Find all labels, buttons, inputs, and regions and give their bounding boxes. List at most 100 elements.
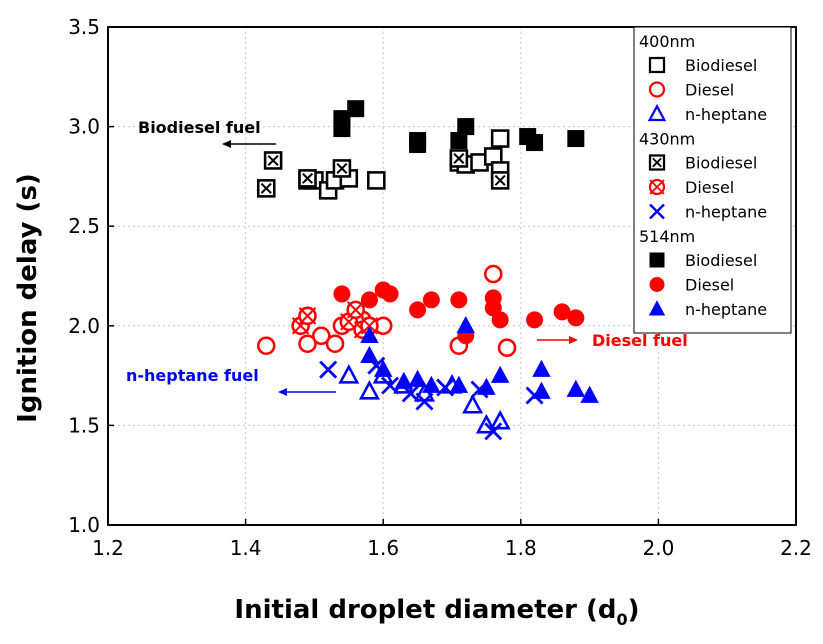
point-400nm-diesel [483,264,503,284]
legend-marker [648,81,666,98]
point-514nm-diesel [381,285,399,303]
legend-entry-label: n-heptane [685,203,767,222]
legend-entry-label: n-heptane [685,105,767,124]
x-tick-label: 1.4 [230,536,262,560]
legend-marker [648,300,666,316]
point-400nm-diesel [497,338,517,357]
annotation-n-heptane: n-heptane fuel [126,366,336,396]
legend: 400nm Biodiesel Diesel n-heptane 430nm Biodie… [633,26,792,334]
point-400nm-n-heptane [489,409,511,430]
annotation-diesel: Diesel fuel [537,331,688,350]
x-tick-label: 2.0 [642,536,674,560]
annotation-diesel-arrowhead [569,336,578,344]
legend-marker [648,154,666,171]
point-430nm-n-heptane [415,392,434,411]
point-514nm-diesel [409,301,427,319]
point-514nm-n-heptane [490,365,510,383]
point-400nm-diesel [256,336,276,356]
legend-marker [649,203,665,220]
point-400nm-diesel [325,334,345,354]
legend-group-title: 400nm [639,32,695,51]
x-axis-label: Initial droplet diameter (d0) [234,595,639,629]
point-514nm-n-heptane [449,375,469,393]
y-tick-label: 2.5 [68,214,100,238]
annotation-diesel-label: Diesel fuel [592,331,688,350]
point-400nm-diesel [311,326,331,346]
legend-entry-label: Biodiesel [685,56,757,75]
x-tick-label: 1.6 [367,536,399,560]
x-tick-label: 1.8 [505,536,537,560]
point-514nm-n-heptane [477,377,496,395]
legend-marker [648,178,666,196]
point-430nm-n-heptane [484,422,503,441]
point-400nm-biodiesel [367,171,386,190]
legend-marker [648,56,666,74]
y-tick-label: 2.0 [68,314,100,338]
data-points [256,100,599,441]
point-400nm-n-heptane [358,380,380,400]
point-430nm-n-heptane [436,378,455,397]
annotation-biodiesel-label: Biodiesel fuel [138,118,261,137]
point-430nm-biodiesel [449,149,469,168]
point-514nm-biodiesel [567,130,585,148]
legend-entry-label: n-heptane [685,300,767,319]
point-514nm-n-heptane [532,359,551,377]
point-430nm-biodiesel [332,159,352,178]
point-514nm-n-heptane [580,385,599,403]
legend-entry-label: Diesel [685,276,734,295]
point-514nm-biodiesel [409,136,427,154]
y-tick-label: 3.5 [68,15,100,39]
annotation-biodiesel: Biodiesel fuel [138,118,276,148]
x-axis-label-subscript: 0 [617,610,628,629]
annotation-n-heptane-label: n-heptane fuel [126,366,259,385]
point-514nm-diesel [450,291,468,309]
point-514nm-n-heptane [408,369,427,387]
legend-entry-label: Biodiesel [685,154,757,173]
point-400nm-biodiesel [490,129,510,148]
legend-group-title: 430nm [639,130,695,149]
plot-frame [107,26,797,526]
y-axis-label: Ignition delay (s) [13,173,43,423]
point-400nm-n-heptane [462,393,484,414]
point-514nm-diesel [526,311,544,329]
legend-entry-label: Biodiesel [685,251,757,270]
point-514nm-n-heptane [394,371,414,389]
point-514nm-biodiesel [333,120,351,138]
x-tick-label: 1.2 [92,536,124,560]
y-tick-label: 1.0 [68,513,100,537]
point-514nm-n-heptane [456,315,475,334]
legend-entry-label: Diesel [685,81,734,100]
legend-group-title: 514nm [639,227,695,246]
x-axis-label-close: ) [628,595,640,625]
point-514nm-biodiesel [526,134,544,152]
point-430nm-biodiesel [298,169,317,188]
point-514nm-diesel [422,291,440,309]
point-514nm-diesel [491,311,509,329]
legend-marker [649,252,665,268]
point-430nm-biodiesel [256,179,276,198]
legend-marker [649,277,665,292]
x-tick-label: 2.2 [780,536,812,560]
point-514nm-n-heptane [360,325,379,344]
point-514nm-biodiesel [457,118,475,136]
y-tick-label: 3.0 [68,115,100,139]
point-430nm-diesel [298,306,317,326]
point-514nm-diesel [567,309,585,327]
point-400nm-diesel [298,334,317,354]
point-514nm-n-heptane [360,345,379,363]
grid [108,27,796,525]
point-430nm-n-heptane [381,376,400,395]
point-430nm-diesel [346,300,365,320]
x-axis-label-main: Initial droplet diameter (d [234,595,616,625]
point-514nm-n-heptane [422,375,441,393]
legend-entry-label: Diesel [685,178,734,197]
axis-ticks: 1.2 1.4 1.6 1.8 2.0 2.2 1.0 1.5 2.0 2.5 3.0 3.5 [68,15,812,560]
point-514nm-diesel [333,285,351,303]
point-514nm-n-heptane [373,359,393,377]
annotation-n-heptane-arrowhead [278,388,287,396]
point-430nm-n-heptane [319,360,338,379]
point-430nm-biodiesel [263,151,283,170]
point-514nm-n-heptane [532,381,551,399]
point-514nm-diesel [360,291,378,309]
